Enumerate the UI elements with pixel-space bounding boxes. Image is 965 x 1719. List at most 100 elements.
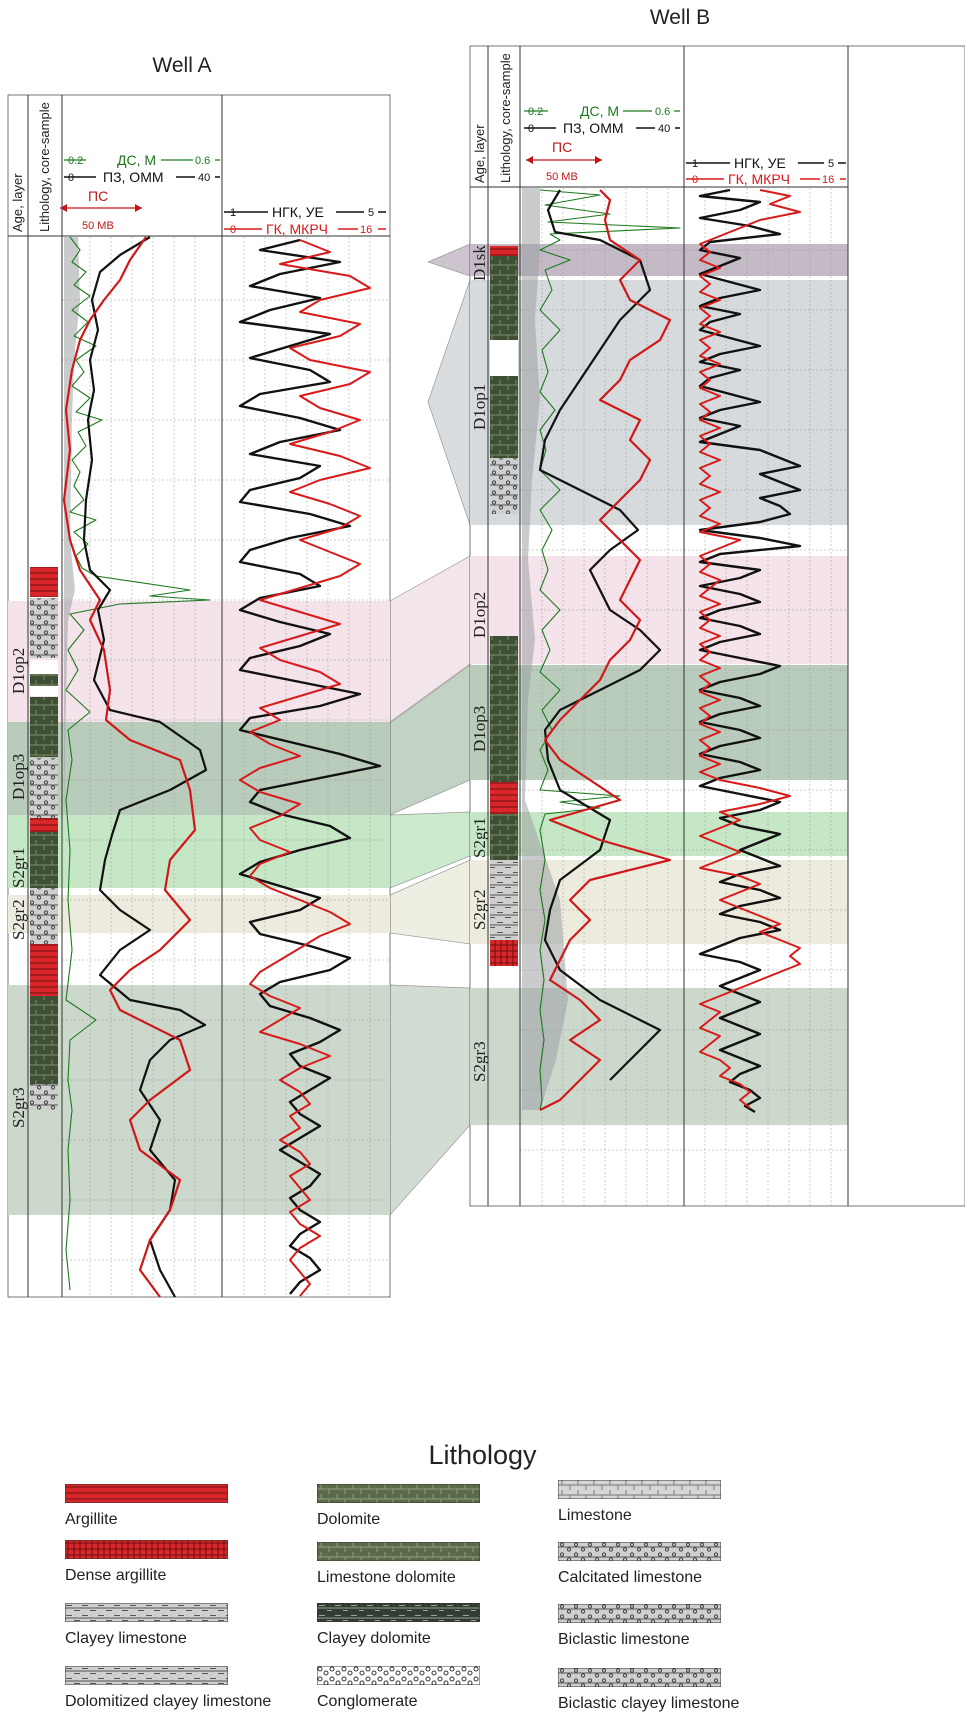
- gk-max: 16: [822, 174, 834, 186]
- legend-label: Clayey dolomite: [317, 1630, 431, 1647]
- pz-max: 40: [658, 123, 670, 135]
- ngk-label: НГК, УЕ: [734, 155, 786, 171]
- ps-scale: 50 МВ: [82, 220, 114, 232]
- layer-label: S2gr3: [9, 1087, 28, 1128]
- layer-label: D1op1: [470, 384, 489, 430]
- pz-label: ПЗ, ОММ: [103, 169, 164, 185]
- legend-label: Dense argillite: [65, 1567, 167, 1584]
- pz-curve: [538, 189, 662, 1081]
- clayey-limestone-swatch: [65, 1603, 228, 1622]
- legend-label: Argillite: [65, 1511, 118, 1528]
- ngk-max: 5: [368, 207, 374, 219]
- ds-label: ДС, М: [117, 152, 156, 168]
- gk-min: 0: [692, 174, 698, 186]
- layer-label: D1op3: [9, 754, 28, 800]
- dense-argillite-swatch: [65, 1540, 228, 1559]
- pz-min: 0: [528, 123, 534, 135]
- limestone-swatch: [558, 1480, 721, 1499]
- layer-label: S2gr2: [9, 899, 28, 940]
- legend-label: Clayey limestone: [65, 1630, 187, 1647]
- ds-max: 0.6: [655, 106, 670, 118]
- ps-scale: 50 МВ: [546, 171, 578, 183]
- well-b-curves: [538, 188, 802, 1114]
- dolomite-swatch: [317, 1484, 480, 1503]
- layer-label: S2gr1: [470, 817, 489, 858]
- argillite-swatch: [65, 1484, 228, 1503]
- gk-label: ГК, МКРЧ: [728, 171, 790, 187]
- ps-curve: [539, 189, 672, 1111]
- ngk-curve: [698, 188, 802, 1114]
- layer-label: D1sk: [470, 245, 489, 281]
- legend-item-calcitated-limestone: Calcitated limestone: [558, 1542, 758, 1587]
- well-correlation-diagram: Well A: [7, 6, 965, 1298]
- legend-label: Limestone: [558, 1507, 632, 1524]
- lithology-legend: Lithology Argillite Dense argillite Clay…: [0, 1440, 965, 1719]
- gk-curve: [239, 239, 371, 1297]
- legend-item-biclastic-limestone: Biclastic limestone: [558, 1604, 758, 1649]
- well-a-lithology-column: [30, 567, 58, 1110]
- limestone-dolomite-swatch: [317, 1542, 480, 1561]
- ngk-max: 5: [828, 158, 834, 170]
- calcitated-limestone-swatch: [558, 1542, 721, 1561]
- legend-label: Dolomite: [317, 1511, 381, 1528]
- ps-label: ПС: [88, 188, 108, 204]
- layer-label: D1op2: [470, 592, 489, 638]
- ngk-min: 1: [230, 207, 236, 219]
- well-a-layer-labels: D1op2 D1op3 S2gr1 S2gr2 S2gr3: [9, 648, 28, 1128]
- layer-label: S2gr3: [470, 1041, 489, 1082]
- legend-label: Limestone dolomite: [317, 1569, 456, 1586]
- ngk-label: НГК, УЕ: [272, 204, 324, 220]
- legend-item-limestone: Limestone: [558, 1480, 758, 1525]
- legend-item-biclastic-clayey-limestone: Biclastic clayey limestone: [558, 1668, 758, 1713]
- legend-label: Conglomerate: [317, 1693, 418, 1710]
- pz-curve: [82, 236, 208, 1298]
- layer-label: S2gr1: [9, 847, 28, 888]
- ds-label: ДС, М: [580, 103, 619, 119]
- dolomitized-clayey-limestone-swatch: [65, 1666, 228, 1685]
- gk-max: 16: [360, 224, 372, 236]
- age-layer-label: Age, layer: [10, 173, 25, 232]
- biclastic-limestone-swatch: [558, 1604, 721, 1623]
- ds-max: 0.6: [195, 155, 210, 167]
- layer-label: S2gr2: [470, 889, 489, 930]
- ps-label: ПС: [552, 139, 572, 155]
- well-b-layer-labels: D1sk D1op1 D1op2 D1op3 S2gr1 S2gr2 S2gr3: [470, 245, 489, 1082]
- ds-min: 0.2: [68, 155, 83, 167]
- gk-min: 0: [230, 224, 236, 236]
- ps-curve: [62, 236, 197, 1298]
- lithology-core-label: Lithology, core-sample: [37, 102, 52, 232]
- well-b-title: Well B: [650, 6, 710, 29]
- ngk-min: 1: [692, 158, 698, 170]
- clayey-dolomite-swatch: [317, 1603, 480, 1622]
- well-b-header: Age, layer Lithology, core-sample 0.2 ДС…: [472, 53, 846, 187]
- well-b: Well B: [469, 6, 965, 1207]
- well-a-header: Age, layer Lithology, core-sample 0.2 ДС…: [10, 102, 386, 237]
- biclastic-clayey-limestone-swatch: [558, 1668, 721, 1687]
- legend-item-argillite: Argillite: [65, 1484, 265, 1529]
- legend-label: Dolomitized clayey limestone: [65, 1693, 272, 1710]
- layer-label: D1op3: [470, 706, 489, 752]
- gk-label: ГК, МКРЧ: [266, 221, 328, 237]
- legend-title: Lithology: [428, 1440, 537, 1470]
- ds-min: 0.2: [528, 106, 543, 118]
- well-a-bands: [8, 601, 390, 1215]
- ds-curve: [65, 236, 211, 1291]
- ds-curve: [539, 189, 681, 1111]
- legend-item-dolomitized-clayey-limestone: Dolomitized clayey limestone: [65, 1666, 272, 1711]
- well-a-curves: [62, 236, 382, 1298]
- legend-item-clayey-limestone: Clayey limestone: [65, 1603, 265, 1648]
- legend-item-conglomerate: Conglomerate: [317, 1666, 517, 1711]
- layer-label: D1op2: [9, 648, 28, 694]
- legend-item-dense-argillite: Dense argillite: [65, 1540, 265, 1585]
- gk-curve: [699, 189, 801, 1109]
- well-a-title: Well A: [152, 54, 211, 77]
- pz-label: ПЗ, ОММ: [563, 120, 624, 136]
- age-layer-label: Age, layer: [472, 124, 487, 183]
- legend-item-clayey-dolomite: Clayey dolomite: [317, 1603, 517, 1648]
- legend-label: Biclastic limestone: [558, 1631, 690, 1648]
- ngk-curve: [238, 238, 382, 1295]
- conglomerate-swatch: [317, 1666, 480, 1685]
- legend-item-limestone-dolomite: Limestone dolomite: [317, 1542, 517, 1587]
- well-a: Well A: [7, 54, 391, 1298]
- pz-min: 0: [68, 172, 74, 184]
